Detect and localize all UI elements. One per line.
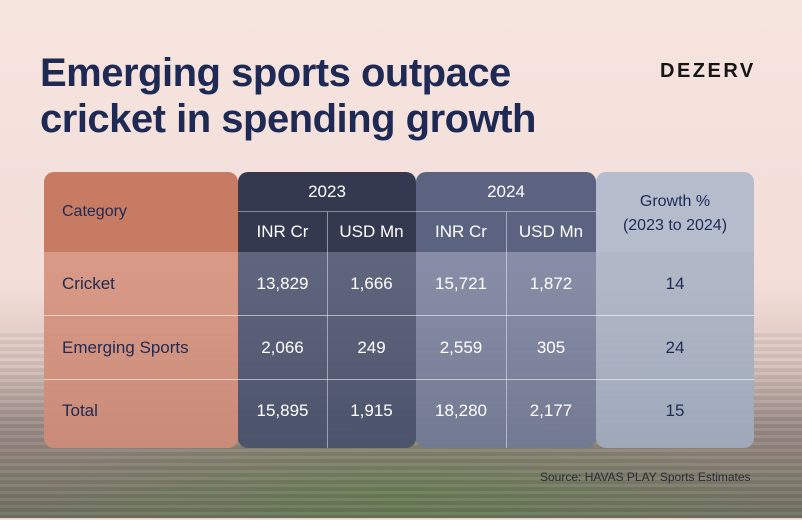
header-category: Category bbox=[62, 203, 127, 220]
row-total-inr-2024: 18,280 bbox=[435, 401, 487, 420]
divider-2024 bbox=[506, 212, 507, 448]
row-divider bbox=[44, 315, 754, 316]
header-growth-line-1: Growth % bbox=[639, 193, 711, 210]
row-total-usd-2024: 2,177 bbox=[529, 401, 573, 420]
header-2023-usd: USD Mn bbox=[339, 222, 404, 241]
row-emerging-usd-2023: 249 bbox=[357, 337, 386, 357]
row-emerging-usd-2024: 305 bbox=[536, 337, 566, 357]
row-emerging-growth: 24 bbox=[665, 337, 685, 357]
category-column bbox=[44, 172, 238, 448]
row-emerging-category: Emerging Sports bbox=[62, 337, 189, 357]
row-total-category: Total bbox=[62, 401, 98, 420]
brand-logo: DEZERV bbox=[660, 60, 756, 82]
year-2023-column bbox=[238, 172, 416, 448]
title-line-2: cricket in spending growth bbox=[40, 97, 536, 141]
header-2024-usd: USD Mn bbox=[518, 222, 584, 241]
row-total-inr-2023: 15,895 bbox=[256, 401, 309, 420]
source-note: Source: HAVAS PLAY Sports Estimates bbox=[540, 470, 751, 484]
row-cricket-inr-2023: 13,829 bbox=[256, 274, 309, 293]
row-cricket-inr-2024: 15,721 bbox=[435, 274, 487, 293]
row-cricket-category: Cricket bbox=[62, 274, 115, 293]
row-emerging-inr-2024: 2,559 bbox=[439, 337, 483, 357]
year-2024-column bbox=[416, 172, 596, 448]
header-2023: 2023 bbox=[308, 181, 346, 201]
title-line-1: Emerging sports outpace bbox=[40, 51, 511, 95]
header-2024-inr: INR Cr bbox=[435, 222, 487, 241]
growth-column bbox=[596, 172, 754, 448]
row-divider bbox=[44, 379, 754, 380]
row-total-usd-2023: 1,915 bbox=[350, 401, 393, 420]
row-emerging-inr-2023: 2,066 bbox=[261, 337, 304, 357]
row-cricket-growth: 14 bbox=[665, 274, 685, 293]
header-2024: 2024 bbox=[487, 181, 525, 201]
header-2023-inr: INR Cr bbox=[256, 222, 309, 241]
subheader-divider bbox=[238, 211, 596, 212]
page-title: Emerging sports outpace cricket in spend… bbox=[40, 50, 536, 142]
header-growth-line-2: (2023 to 2024) bbox=[622, 217, 728, 234]
row-cricket-usd-2023: 1,666 bbox=[350, 274, 393, 293]
row-total-growth: 15 bbox=[665, 401, 685, 420]
row-cricket-usd-2024: 1,872 bbox=[529, 274, 573, 293]
divider-2023 bbox=[327, 212, 328, 448]
